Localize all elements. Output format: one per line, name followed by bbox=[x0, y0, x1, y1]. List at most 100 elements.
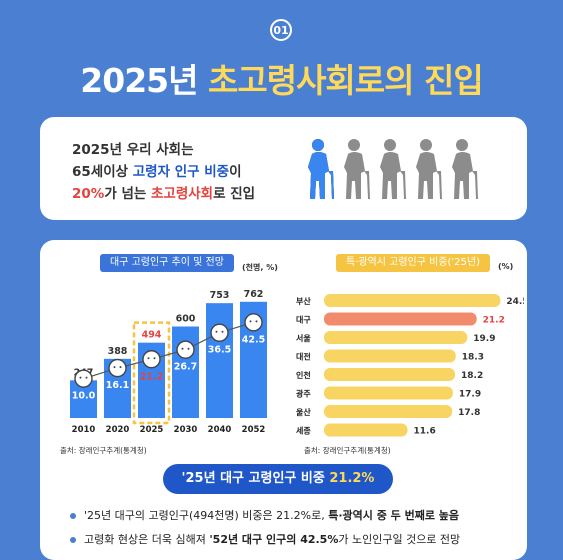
elder-figure-1 bbox=[308, 139, 334, 199]
elder-face-eye bbox=[153, 357, 156, 360]
bullet-1: '25년 대구의 고령인구(494천명) 비중은 21.2%로, 특·광역시 중… bbox=[70, 507, 459, 523]
metro-share-value: 18.3 bbox=[462, 353, 484, 363]
year-tick-label: 2052 bbox=[242, 425, 266, 435]
elder-face-eye bbox=[79, 376, 82, 379]
year-tick-label: 2020 bbox=[106, 425, 130, 435]
bullet-dot bbox=[70, 537, 76, 543]
intro-line-2a: 65세이상 bbox=[72, 164, 133, 180]
chart-card: 대구 고령인구 추이 및 전망 (천명, %) 특·광역시 고령인구 비중('2… bbox=[40, 240, 527, 560]
elder-face-eye bbox=[113, 366, 116, 369]
share-value-label: 16.1 bbox=[106, 380, 129, 391]
elder-figure-2 bbox=[344, 139, 370, 199]
elder-face-eye bbox=[215, 330, 218, 333]
elder-face-eye bbox=[119, 366, 122, 369]
bullet-2-bold: '52년 대구 인구의 42.5% bbox=[209, 533, 339, 546]
bullet-1-bold: 특·광역시 중 두 번째로 높음 bbox=[328, 509, 460, 522]
bullet-2-text: 고령화 현상은 더욱 심해져 bbox=[84, 533, 210, 546]
bullet-1-text: '25년 대구의 고령인구(494천명) 비중은 21.2%로, bbox=[84, 509, 329, 522]
metro-city-label: 부산 bbox=[296, 296, 311, 306]
intro-line-3a: 20% bbox=[72, 186, 105, 202]
share-value-label: 21.2 bbox=[140, 371, 163, 382]
population-value-label: 388 bbox=[108, 346, 128, 357]
intro-line-3c: 초고령사회 bbox=[151, 186, 214, 202]
metro-share-bar bbox=[324, 312, 477, 326]
summary-value: 21.2% bbox=[329, 471, 375, 486]
elder-face-marker bbox=[210, 323, 229, 342]
bullet-dot bbox=[70, 513, 76, 519]
summary-pill: '25년 대구 고령인구 비중 21.2% bbox=[163, 464, 393, 494]
metro-city-label: 인천 bbox=[296, 370, 311, 380]
title-year: 2025년 bbox=[80, 61, 198, 100]
share-value-label: 26.7 bbox=[174, 362, 197, 373]
metro-share-bar bbox=[324, 423, 408, 437]
metro-share-value: 21.2 bbox=[483, 316, 505, 326]
metro-share-bar bbox=[324, 405, 453, 418]
page-title: 2025년 초고령사회로의 진입 bbox=[0, 54, 563, 102]
intro-card: 2025년 우리 사회는 65세이상 고령자 인구 비중이 20%가 넘는 초고… bbox=[40, 117, 527, 220]
right-chart-title: 특·광역시 고령인구 비중('25년) bbox=[336, 254, 491, 272]
metro-share-bar bbox=[324, 294, 501, 307]
year-tick-label: 2010 bbox=[72, 425, 96, 435]
metro-share-value: 17.8 bbox=[458, 408, 480, 418]
left-chart-unit: (천명, %) bbox=[242, 263, 278, 272]
metro-city-label: 서울 bbox=[296, 333, 311, 343]
intro-line-1: 2025년 우리 사회는 bbox=[72, 142, 194, 158]
section-number-badge: 01 bbox=[270, 19, 292, 41]
share-value-label: 10.0 bbox=[72, 391, 96, 402]
title-highlight: 초고령사회로의 진입 bbox=[207, 61, 484, 100]
year-tick-label: 2040 bbox=[208, 425, 232, 435]
year-tick-label: 2025 bbox=[140, 425, 164, 435]
metro-city-label: 대전 bbox=[296, 352, 311, 362]
population-value-label: 494 bbox=[142, 330, 162, 341]
share-value-label: 36.5 bbox=[208, 345, 231, 356]
elder-face-eye bbox=[255, 320, 258, 323]
metro-city-label: 대구 bbox=[296, 315, 311, 325]
metro-share-bar bbox=[324, 331, 468, 344]
metro-share-chart: 부산 24.5 대구 21.2 서울 19.9 대전 18.3 인천 18.2 광주 17.9 울산 17… bbox=[296, 294, 524, 437]
elder-face-marker bbox=[108, 358, 127, 378]
elder-face-eye bbox=[85, 376, 88, 379]
population-value-label: 753 bbox=[210, 290, 230, 301]
intro-line-2b: 고령자 인구 비중 bbox=[132, 164, 230, 180]
intro-line-3: 20%가 넘는 초고령사회로 진입 bbox=[72, 183, 255, 205]
elder-face-marker bbox=[142, 350, 161, 369]
elder-figure-3 bbox=[380, 139, 406, 199]
population-bar bbox=[206, 303, 233, 418]
elder-figure-4 bbox=[416, 139, 442, 199]
elder-face-eye bbox=[221, 330, 224, 333]
intro-line-2c: 이 bbox=[229, 164, 242, 180]
intro-line-2: 65세이상 고령자 인구 비중이 bbox=[72, 161, 255, 183]
metro-city-label: 울산 bbox=[296, 407, 311, 417]
population-value-label: 762 bbox=[244, 289, 264, 300]
metro-share-bar bbox=[324, 368, 456, 381]
intro-line-3d: 로 진입 bbox=[213, 186, 256, 202]
elderly-figures-icon bbox=[308, 139, 478, 199]
left-chart-title: 대구 고령인구 추이 및 전망 bbox=[100, 254, 234, 272]
metro-share-value: 19.9 bbox=[473, 334, 495, 344]
intro-line-3b: 가 넘는 bbox=[104, 186, 151, 202]
metro-share-bar bbox=[324, 349, 456, 363]
metro-share-value: 18.2 bbox=[461, 371, 483, 381]
elderly-population-chart: 2472010388202049420256002030753204076220… bbox=[70, 289, 267, 435]
elder-face-marker bbox=[74, 369, 93, 388]
highlight-2025-frame bbox=[132, 321, 171, 425]
metro-share-value: 24.5 bbox=[506, 297, 524, 307]
bullet-2-tail: 가 노인인구일 것으로 전망 bbox=[338, 533, 461, 546]
elder-face-eye bbox=[249, 320, 252, 323]
elder-figure-5 bbox=[452, 139, 478, 199]
population-value-label: 600 bbox=[176, 314, 196, 325]
metro-share-value: 17.9 bbox=[459, 390, 481, 400]
metro-city-label: 세종 bbox=[296, 426, 311, 436]
summary-prefix: '25년 대구 고령인구 비중 bbox=[181, 471, 330, 486]
share-value-label: 42.5 bbox=[242, 334, 265, 345]
right-chart-unit: (%) bbox=[498, 262, 514, 271]
elder-face-marker bbox=[244, 313, 263, 332]
metro-share-bar bbox=[324, 386, 453, 400]
year-tick-label: 2030 bbox=[174, 425, 198, 435]
metro-share-value: 11.6 bbox=[414, 427, 436, 437]
right-chart-source: 출처: 장래인구추계(통계청) bbox=[304, 446, 391, 455]
elder-face-eye bbox=[147, 357, 150, 360]
intro-text: 2025년 우리 사회는 65세이상 고령자 인구 비중이 20%가 넘는 초고… bbox=[72, 139, 255, 205]
metro-city-label: 광주 bbox=[296, 389, 311, 399]
elder-face-eye bbox=[181, 347, 184, 350]
